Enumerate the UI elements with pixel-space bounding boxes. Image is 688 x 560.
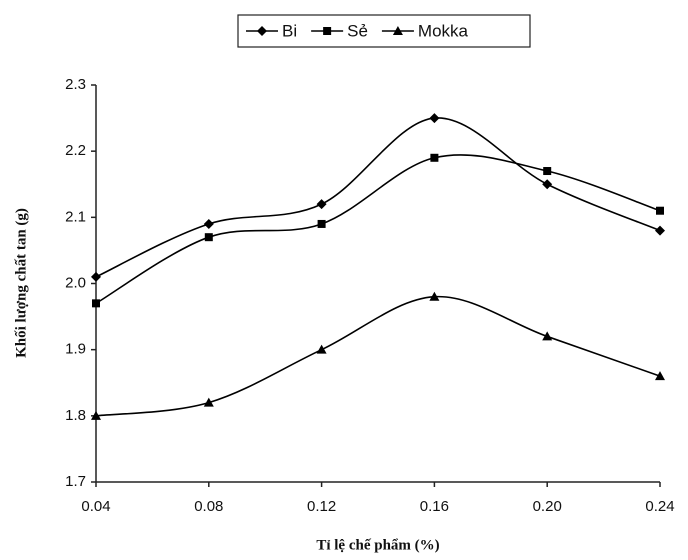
data-point bbox=[543, 167, 552, 176]
legend-marker bbox=[392, 26, 403, 35]
data-point bbox=[91, 410, 101, 420]
data-point bbox=[204, 233, 213, 242]
y-tick-label: 2.0 bbox=[65, 274, 86, 291]
data-point bbox=[203, 397, 214, 407]
data-point bbox=[429, 113, 440, 124]
x-tick-label: 0.20 bbox=[533, 498, 562, 515]
data-point bbox=[430, 153, 439, 162]
x-tick-label: 0.08 bbox=[194, 498, 223, 515]
data-point bbox=[92, 299, 100, 308]
series-line bbox=[95, 117, 661, 278]
legend-label: Mokka bbox=[418, 21, 469, 40]
data-point bbox=[317, 219, 326, 228]
data-point bbox=[203, 218, 214, 229]
x-tick-label: 0.24 bbox=[645, 498, 674, 515]
y-tick-label: 2.1 bbox=[65, 208, 86, 225]
x-tick-label: 0.16 bbox=[420, 498, 449, 515]
data-point bbox=[655, 371, 665, 381]
data-point bbox=[91, 271, 101, 282]
y-tick-label: 1.7 bbox=[65, 473, 86, 490]
data-point bbox=[429, 291, 440, 301]
data-point bbox=[316, 344, 327, 354]
legend-label: Sẻ bbox=[347, 21, 368, 40]
legend-label: Bi bbox=[282, 21, 297, 40]
legend-marker bbox=[257, 26, 267, 36]
y-tick-label: 1.8 bbox=[65, 407, 86, 424]
data-point bbox=[542, 331, 553, 341]
y-axis-title: Khối lượng chất tan (g) bbox=[13, 208, 29, 358]
data-point bbox=[655, 225, 665, 236]
data-point bbox=[656, 206, 664, 215]
series-line bbox=[95, 295, 661, 417]
y-tick-label: 1.9 bbox=[65, 341, 86, 358]
y-tick-label: 2.2 bbox=[65, 142, 86, 159]
data-point bbox=[316, 199, 327, 210]
legend-marker bbox=[323, 27, 332, 35]
data-point bbox=[542, 179, 553, 190]
series-line bbox=[95, 154, 661, 305]
x-tick-label: 0.04 bbox=[81, 498, 110, 515]
x-axis-title: Tỉ lệ chế phẩm (%) bbox=[316, 537, 439, 553]
y-tick-label: 2.3 bbox=[65, 76, 86, 93]
x-tick-label: 0.12 bbox=[307, 498, 336, 515]
